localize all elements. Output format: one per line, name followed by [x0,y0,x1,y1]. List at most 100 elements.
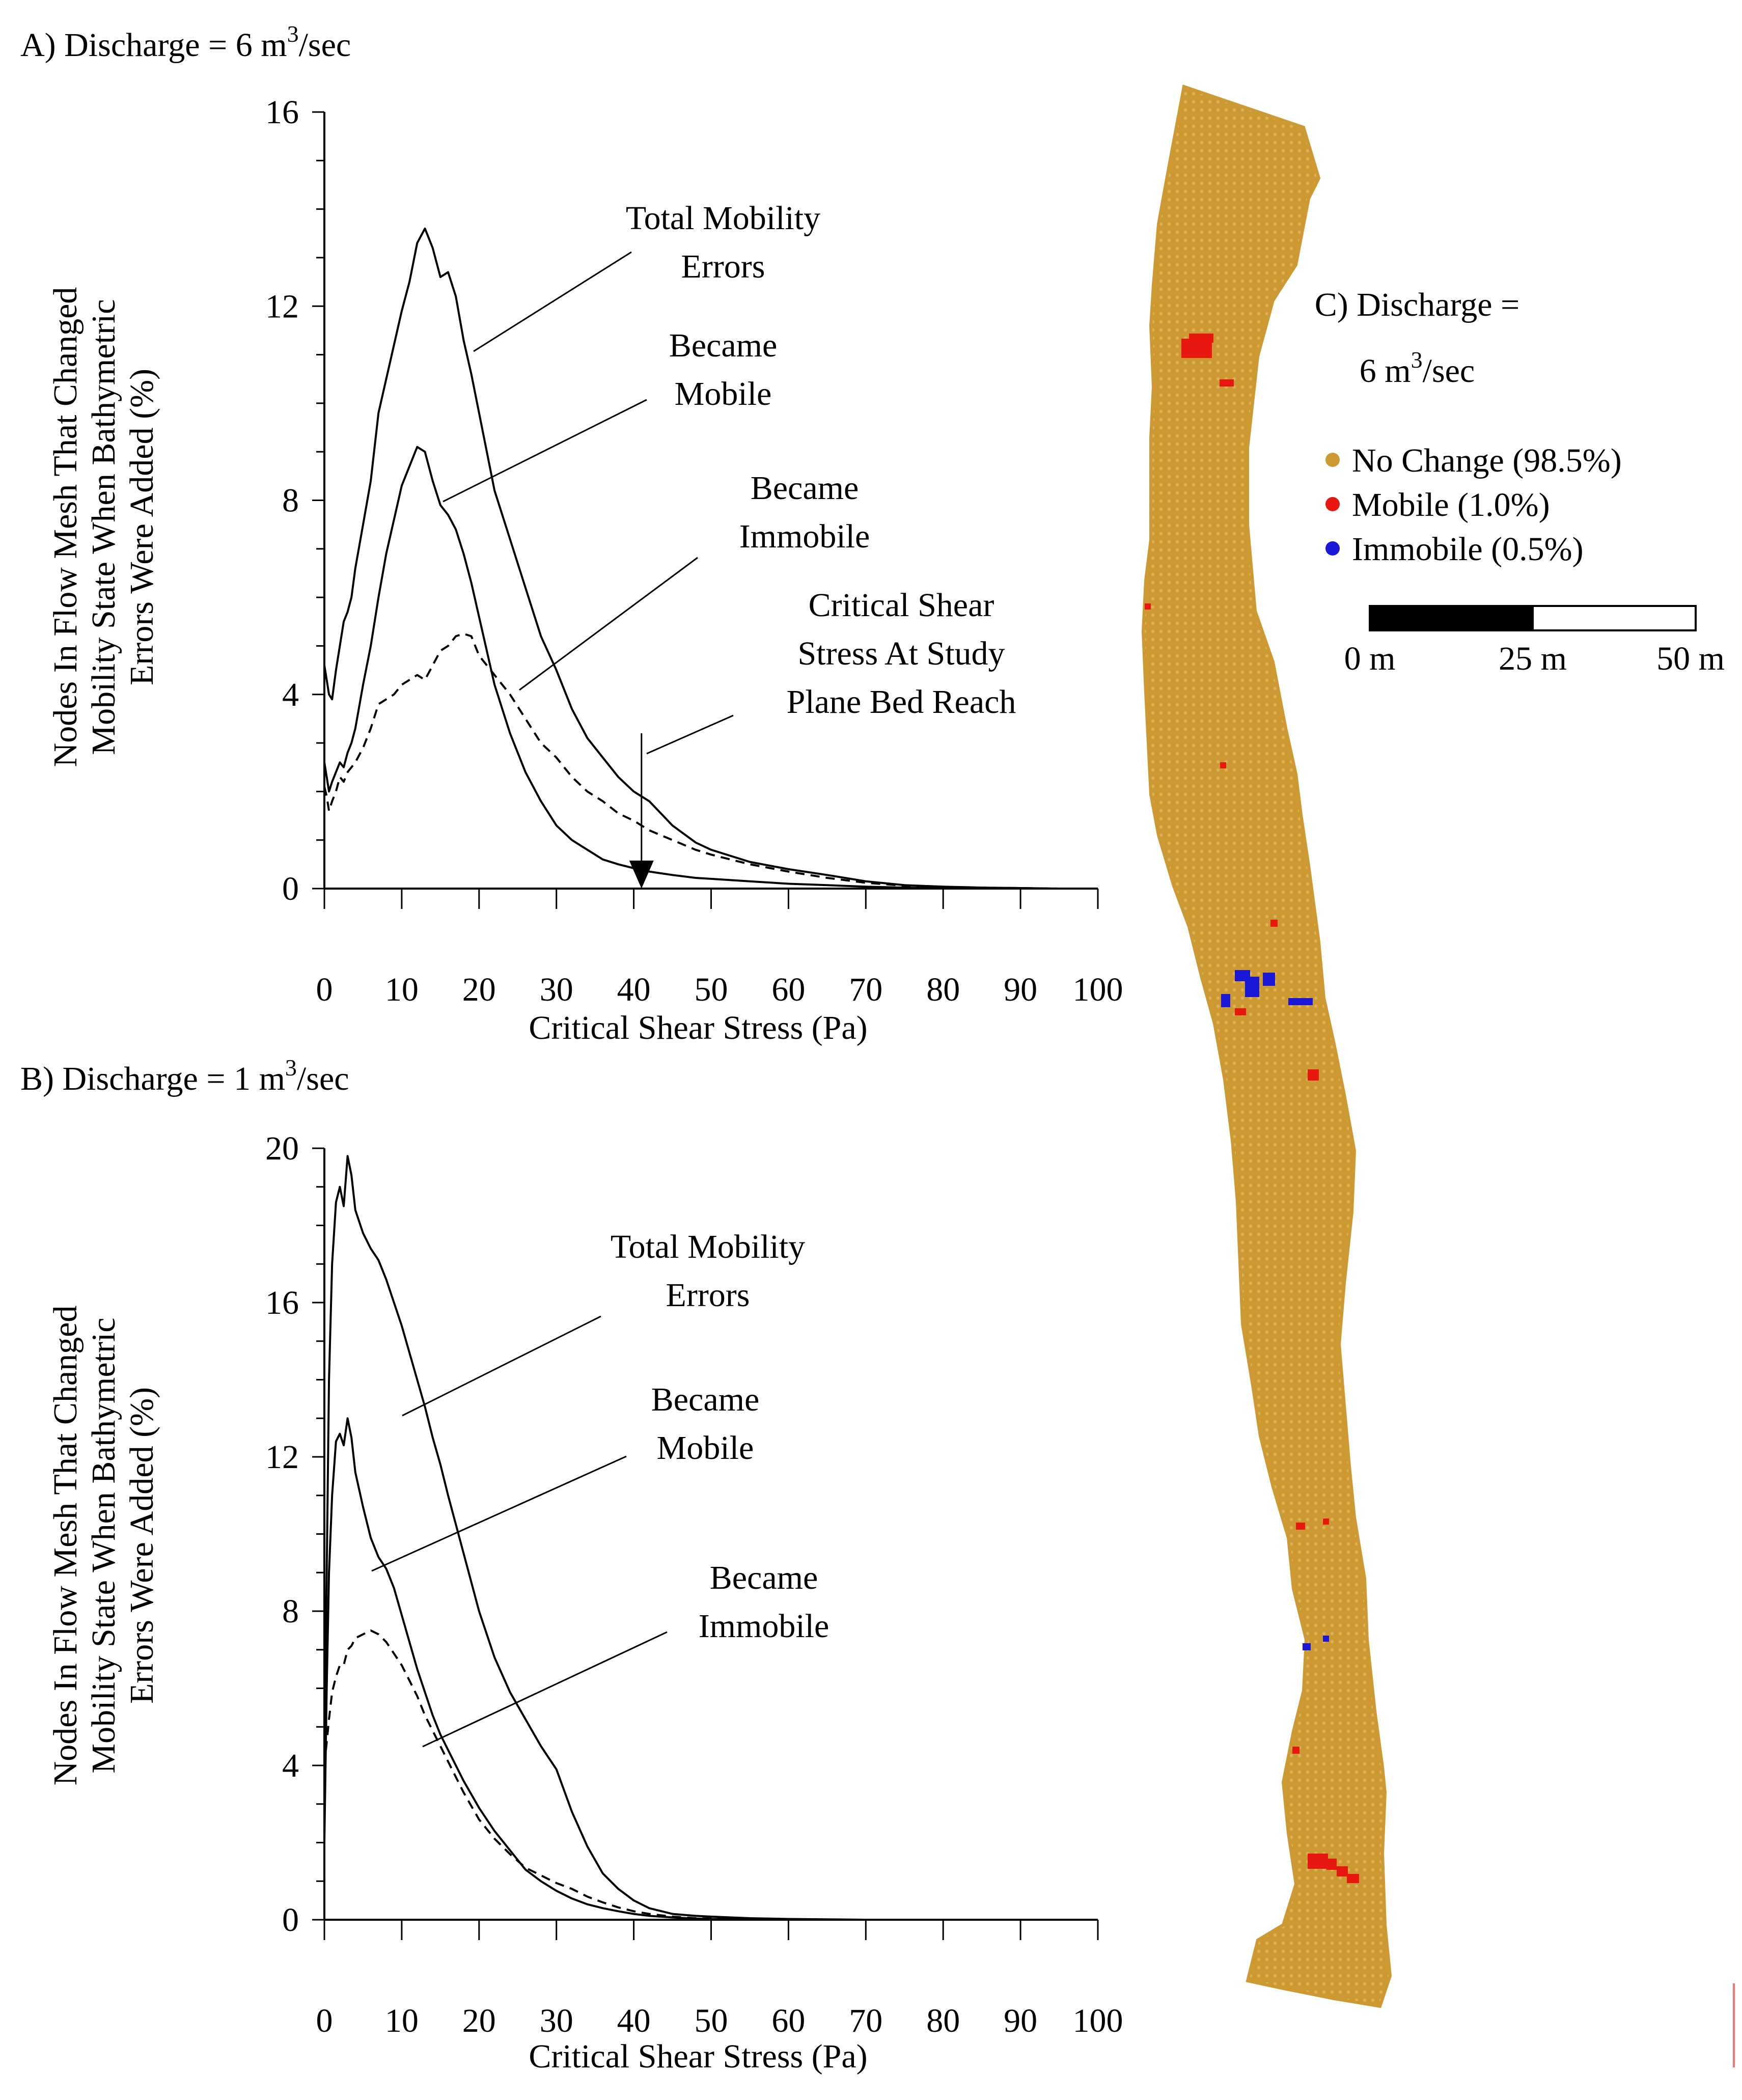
y-tick-label: 4 [282,676,299,713]
y-tick-label: 4 [282,1747,299,1784]
x-tick-label: 70 [849,2002,882,2039]
svg-text:Became: Became [669,327,778,364]
map-legend: No Change (98.5%) Mobile (1.0%) Immobile… [1325,442,1622,568]
svg-text:Became: Became [651,1381,760,1418]
mobile-patch [1326,1859,1337,1870]
svg-text:Critical Shear: Critical Shear [809,587,994,624]
mobile-patch [1347,1874,1359,1883]
x-tick-label: 20 [462,2002,496,2039]
scale-label-0: 0 m [1344,640,1396,677]
panel-c: C) Discharge = 6 m3/sec No Change (98.5%… [1141,85,1725,2008]
mobile-patches [1145,334,1359,1883]
svg-text:Immobile: Immobile [739,518,870,555]
svg-text:Nodes In Flow Mesh That Change: Nodes In Flow Mesh That Changed [47,1306,84,1786]
scale-label-50: 50 m [1656,640,1725,677]
series-line-total-mobility-errors [323,227,1083,890]
scale-label-25: 25 m [1499,640,1567,677]
mobile-patch [1220,762,1226,768]
svg-text:Total Mobility: Total Mobility [626,200,820,237]
y-tick-label: 0 [282,870,299,907]
x-tick-label: 70 [849,971,882,1008]
mobile-patch [1145,603,1151,610]
x-tick-label: 90 [1004,971,1037,1008]
svg-text:Became: Became [751,469,859,507]
x-tick-label: 50 [695,2002,728,2039]
x-tick-label: 20 [462,971,496,1008]
svg-text:Errors Were Added (%): Errors Were Added (%) [123,1387,160,1704]
mobile-patch [1308,1069,1319,1081]
y-tick-label: 20 [265,1130,299,1167]
x-tick-label: 0 [316,971,333,1008]
x-tick-label: 60 [771,2002,805,2039]
mobile-patch [1308,1854,1328,1869]
immobile-patch [1288,998,1313,1005]
mobile-patch [1189,334,1213,343]
mobile-patch [1323,1518,1329,1525]
immobile-patch [1263,973,1275,986]
x-tick-label: 30 [540,2002,573,2039]
svg-text:Errors Were Added (%): Errors Were Added (%) [123,369,160,685]
x-tick-label: 90 [1004,2002,1037,2039]
river-channel-mesh [1141,85,1392,2008]
panel-b-axes: 0 4 8 12 16 20 0 10 20 30 40 50 60 70 80 90 100 [265,1130,1123,2039]
panel-b-series [323,1155,905,1921]
x-tick-label: 10 [385,971,419,1008]
y-tick-label: 12 [265,288,299,325]
svg-text:Plane Bed Reach: Plane Bed Reach [787,683,1016,721]
panel-b-xlabel: Critical Shear Stress (Pa) [529,2038,867,2075]
immobile-patch [1221,994,1230,1007]
x-tick-label: 0 [316,2002,333,2039]
panel-a-title: A) Discharge = 6 m3/sec [20,21,351,64]
legend-marker-immobile [1325,541,1340,556]
y-tick-label: 0 [282,1901,299,1939]
mobile-patch [1337,1866,1348,1876]
svg-text:Total Mobility: Total Mobility [611,1228,805,1265]
svg-text:Nodes In Flow Mesh That Change: Nodes In Flow Mesh That Changed [47,287,84,767]
svg-text:Mobility State When Bathymetri: Mobility State When Bathymetric [85,1317,122,1773]
panel-c-title-line2: 6 m3/sec [1360,347,1475,390]
panel-a-critical-shear-arrow [629,733,654,889]
scale-bar-black-segment [1370,606,1533,630]
panel-a-axes: 0 4 8 12 16 0 10 20 30 40 50 60 70 80 90 100 [265,94,1123,1008]
panel-b-ylabel: Nodes In Flow Mesh That Changed Mobility… [47,1306,160,1786]
x-tick-label: 60 [771,971,805,1008]
immobile-patches [1221,970,1329,1650]
svg-text:Became: Became [710,1559,818,1596]
mobile-patch [1296,1523,1305,1530]
y-tick-label: 16 [265,1284,299,1321]
panel-a-xlabel: Critical Shear Stress (Pa) [529,1009,867,1046]
legend-label-mobile: Mobile (1.0%) [1352,486,1550,523]
series-line-became-mobile [323,446,1021,890]
y-tick-label: 8 [282,1593,299,1630]
panel-a-ylabel: Nodes In Flow Mesh That Changed Mobility… [47,287,160,767]
panel-b: B) Discharge = 1 m3/sec 0 4 8 12 16 20 0 10 20 30… [20,1055,1123,2075]
series-line-became-immobile [323,1629,866,1921]
x-tick-label: 40 [617,971,651,1008]
critical-shear-arrowhead [629,861,654,889]
immobile-patch [1323,1636,1329,1642]
legend-label-immobile: Immobile (0.5%) [1352,531,1584,568]
x-tick-label: 10 [385,2002,419,2039]
x-tick-label: 80 [926,2002,960,2039]
immobile-patch [1303,1643,1311,1650]
x-tick-label: 50 [695,971,728,1008]
legend-marker-no-change [1325,453,1340,467]
series-line-became-immobile [323,632,1060,890]
y-tick-label: 8 [282,482,299,519]
series-line-became-mobile [323,1417,866,1921]
scale-bar: 0 m 25 m 50 m [1344,605,1725,677]
panel-c-title-line1: C) Discharge = [1315,286,1520,323]
panel-b-annotation-total: Total Mobility Errors [402,1228,805,1417]
legend-marker-mobile [1325,497,1340,511]
panel-a-annotation-mobile: Became Mobile [443,327,778,503]
svg-text:Mobility State When Bathymetri: Mobility State When Bathymetric [85,299,122,755]
x-tick-label: 40 [617,2002,651,2039]
panel-b-annotation-mobile: Became Mobile [371,1381,760,1572]
panel-b-annotation-immobile: Became Immobile [422,1559,829,1748]
svg-text:Errors: Errors [681,248,765,285]
svg-text:Errors: Errors [666,1277,750,1314]
svg-text:Mobile: Mobile [657,1429,754,1467]
series-line-total-mobility-errors [323,1155,905,1921]
legend-label-no-change: No Change (98.5%) [1352,442,1622,479]
y-tick-label: 16 [265,94,299,131]
